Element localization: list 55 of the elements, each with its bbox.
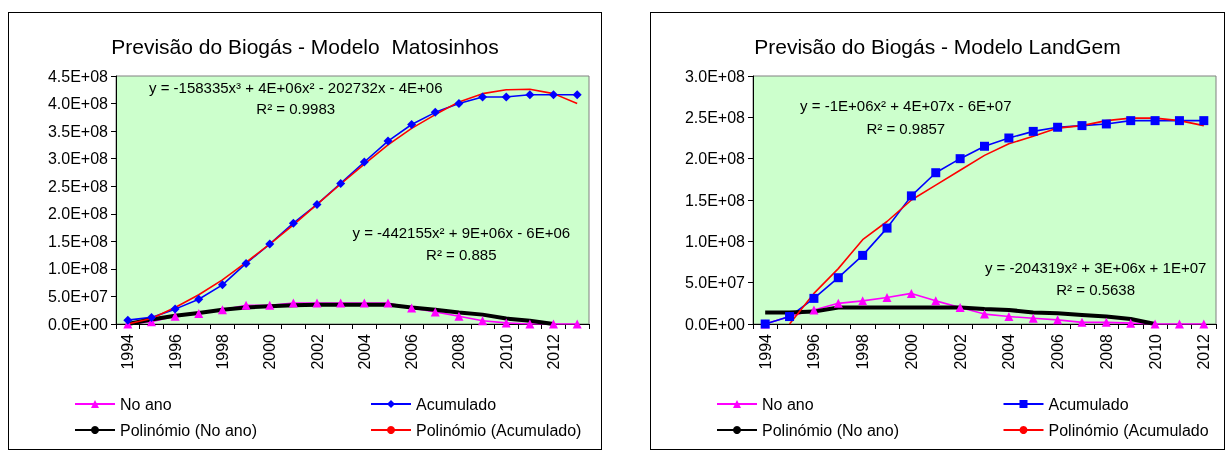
x-tick-label: 2006	[1049, 333, 1067, 370]
x-tick-label: 1998	[213, 333, 231, 370]
x-tick-label: 1996	[166, 333, 184, 370]
x-tick-label: 2004	[355, 333, 373, 370]
y-tick-label: 5.0E+07	[47, 287, 109, 305]
annotation: R² = 0.5638	[1056, 280, 1136, 298]
annotation: y = -1E+06x² + 4E+07x - 6E+07	[800, 97, 1012, 115]
legend-label: Polinómio (Acumulado	[1048, 421, 1209, 439]
y-tick-label: 2.0E+08	[684, 150, 746, 168]
x-tick-label: 2012	[545, 333, 563, 370]
x-tick-label: 1994	[756, 333, 774, 370]
legend-label: Polinómio (Acumulado)	[416, 421, 582, 439]
annotation: R² = 0.9983	[256, 99, 336, 117]
x-tick-label: 2002	[951, 333, 969, 370]
y-tick-label: 2.5E+08	[47, 177, 109, 195]
x-tick-label: 2012	[1195, 333, 1213, 370]
annotation: y = -158335x³ + 4E+06x² - 202732x - 4E+06	[148, 78, 443, 96]
x-tick-label: 2002	[308, 333, 326, 370]
x-tick-label: 2006	[403, 333, 421, 370]
legend-label: No ano	[120, 395, 172, 413]
legend-label: Acumulado	[416, 395, 497, 413]
x-tick-label: 2004	[1000, 333, 1018, 370]
x-tick-label: 1998	[854, 333, 872, 370]
y-tick-label: 1.5E+08	[684, 191, 746, 209]
y-tick-label: 2.0E+08	[47, 205, 109, 223]
x-tick-label: 2000	[902, 333, 920, 370]
x-tick-label: 2010	[497, 333, 515, 370]
y-tick-label: 3.0E+08	[47, 150, 109, 168]
x-tick-label: 2010	[1146, 333, 1164, 370]
y-tick-label: 5.0E+07	[684, 274, 746, 292]
x-tick-label: 1994	[119, 333, 137, 370]
chart-title: Previsão do Biogás - Modelo Matosinhos	[111, 35, 499, 58]
y-tick-label: 4.5E+08	[47, 67, 109, 85]
y-tick-label: 3.0E+08	[684, 67, 746, 85]
x-tick-label: 2000	[261, 333, 279, 370]
x-tick-label: 2008	[450, 333, 468, 370]
legend-label: Polinómio (No ano)	[120, 421, 257, 439]
legend-label: Polinómio (No ano)	[762, 421, 899, 439]
legend-label: No ano	[762, 395, 814, 413]
annotation: R² = 0.9857	[866, 119, 946, 137]
y-tick-label: 0.0E+00	[684, 315, 746, 333]
legend-label: Acumulado	[1048, 395, 1129, 413]
y-tick-label: 4.0E+08	[47, 95, 109, 113]
y-tick-label: 1.0E+08	[47, 260, 109, 278]
annotation: R² = 0.885	[426, 246, 497, 264]
y-tick-label: 2.5E+08	[684, 108, 746, 126]
x-tick-label: 2008	[1097, 333, 1115, 370]
y-tick-label: 1.5E+08	[47, 232, 109, 250]
annotation: y = -204319x² + 3E+06x + 1E+07	[984, 258, 1207, 276]
x-tick-label: 1996	[805, 333, 823, 370]
y-tick-label: 1.0E+08	[684, 232, 746, 250]
y-tick-label: 0.0E+00	[47, 315, 109, 333]
annotation: y = -442155x² + 9E+06x - 6E+06	[352, 223, 571, 241]
y-tick-label: 3.5E+08	[47, 122, 109, 140]
chart-title: Previsão do Biogás - Modelo LandGem	[754, 35, 1121, 58]
